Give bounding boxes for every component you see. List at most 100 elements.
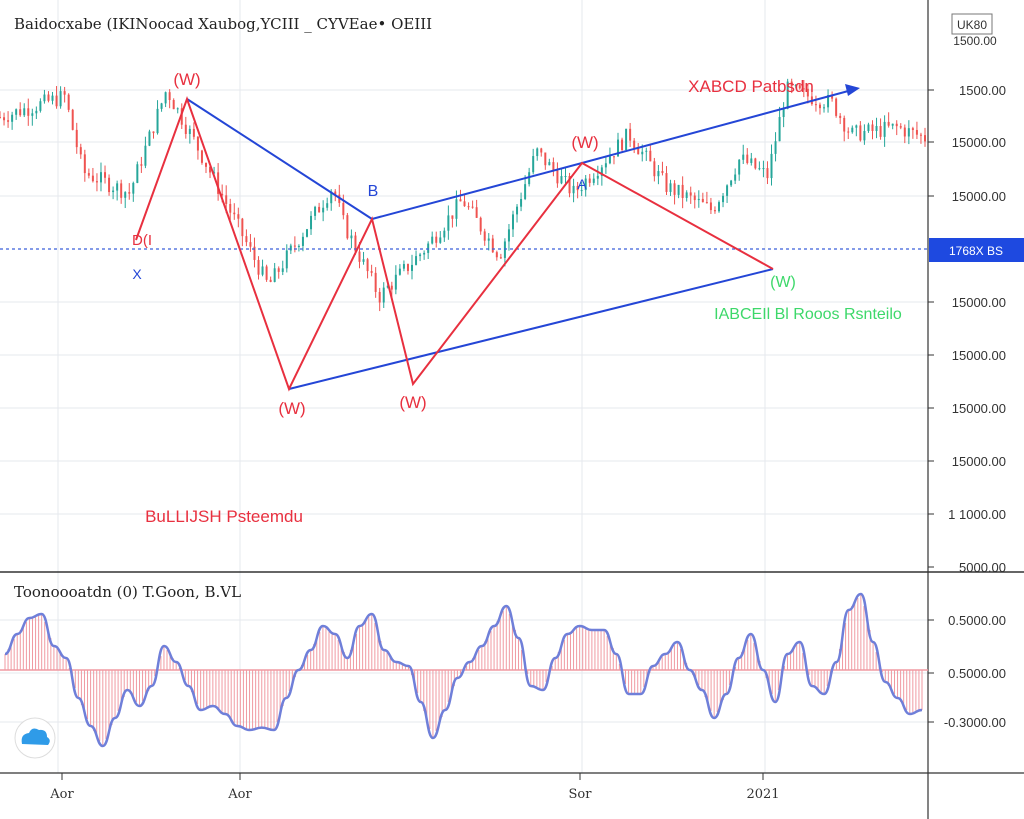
candle-body	[604, 163, 607, 168]
candle-body	[762, 168, 765, 170]
candle-body	[629, 128, 632, 141]
candle-body	[903, 127, 906, 137]
candle-body	[915, 129, 918, 135]
candle-body	[192, 128, 195, 137]
candle-body	[548, 162, 551, 166]
candle-body	[855, 125, 858, 128]
candle-body	[742, 154, 745, 160]
candle-body	[269, 279, 272, 282]
candle-body	[685, 192, 688, 198]
pattern-blue-arrowhead	[845, 84, 860, 96]
candle-body	[673, 183, 676, 195]
price-tick-label: 15000.00	[952, 189, 1006, 204]
candle-body	[398, 268, 401, 275]
candle-body	[67, 94, 70, 110]
candle-body	[132, 182, 135, 194]
candle-body	[823, 107, 826, 109]
candle-body	[253, 246, 256, 260]
candle-body	[528, 172, 531, 185]
candle-body	[790, 81, 793, 87]
candle-body	[200, 150, 203, 163]
candle-body	[511, 214, 514, 230]
candle-body	[305, 229, 308, 237]
candle-body	[491, 238, 494, 253]
candle-body	[782, 108, 785, 118]
oscillator-line	[4, 592, 923, 748]
candle-body	[350, 235, 353, 239]
candle-body	[540, 148, 543, 153]
candle-body	[7, 120, 10, 122]
candle-body	[427, 243, 430, 253]
point-label-end: (W)	[770, 274, 796, 291]
pattern-blue-upper	[186, 89, 853, 221]
candle-body	[592, 178, 595, 183]
chart-grid	[0, 0, 928, 773]
point-label-x: X	[132, 266, 142, 282]
oscillator-tick-label: 0.5000.00	[948, 666, 1006, 681]
candle-body	[806, 88, 809, 97]
candle-body	[919, 134, 922, 136]
candle-body	[406, 264, 409, 271]
candle-body	[91, 175, 94, 182]
candle-body	[479, 217, 482, 232]
candle-body	[875, 125, 878, 131]
candle-body	[863, 130, 866, 141]
candle-body	[160, 103, 163, 109]
candle-body	[423, 252, 426, 255]
candle-body	[285, 250, 288, 269]
candle-body	[693, 195, 696, 201]
candle-body	[386, 285, 389, 288]
candle-body	[475, 207, 478, 218]
brand-logo[interactable]	[14, 717, 56, 759]
candle-body	[705, 202, 708, 204]
candle-body	[911, 128, 914, 130]
candle-body	[572, 185, 575, 194]
price-axis-ticks: 1500.00 15000.00 15000.00 15000.00 15000.00 1…	[928, 83, 1006, 575]
candle-body	[871, 124, 874, 131]
candle-body	[568, 176, 571, 194]
candle-body	[455, 199, 458, 219]
candle-body	[301, 236, 304, 246]
candle-body	[754, 158, 757, 169]
candle-body	[148, 131, 151, 146]
candle-body	[560, 176, 563, 184]
candle-body	[245, 236, 248, 243]
candle-body	[31, 113, 34, 116]
candle-body	[770, 153, 773, 179]
candle-body	[79, 147, 82, 155]
axis-corner-value: 1500.00	[953, 34, 997, 48]
candlestick-series	[0, 78, 926, 312]
candle-body	[859, 125, 862, 141]
candle-body	[552, 162, 555, 171]
candle-body	[766, 168, 769, 179]
candle-body	[835, 98, 838, 116]
candle-body	[95, 181, 98, 183]
candle-body	[717, 202, 720, 212]
candle-body	[657, 171, 660, 177]
oscillator-title: Toonoooatdn (0) T.Goon, B.VL	[14, 583, 241, 601]
candle-body	[439, 237, 442, 243]
candle-body	[116, 183, 119, 191]
candle-body	[851, 127, 854, 133]
candle-body	[633, 140, 636, 149]
oscillator-tick-label: 0.5000.00	[948, 613, 1006, 628]
candle-body	[487, 238, 490, 241]
candle-body	[536, 148, 539, 157]
candle-body	[495, 252, 498, 258]
candle-body	[156, 108, 159, 134]
candle-body	[15, 109, 18, 115]
candle-body	[342, 202, 345, 216]
x-tick-label: Aor	[49, 787, 74, 802]
candle-body	[128, 192, 131, 194]
candle-body	[35, 110, 38, 114]
chart-title: Baidocxabe (IKINoocad Xaubog,YCIII _ CYV…	[14, 15, 432, 33]
candle-body	[297, 245, 300, 247]
candle-body	[346, 215, 349, 239]
axis-corner-box[interactable]	[951, 13, 993, 35]
candle-body	[358, 251, 361, 262]
cloud-icon	[21, 728, 50, 745]
candle-body	[120, 183, 123, 198]
candle-body	[907, 128, 910, 137]
candle-body	[459, 199, 462, 202]
candle-body	[59, 91, 62, 107]
